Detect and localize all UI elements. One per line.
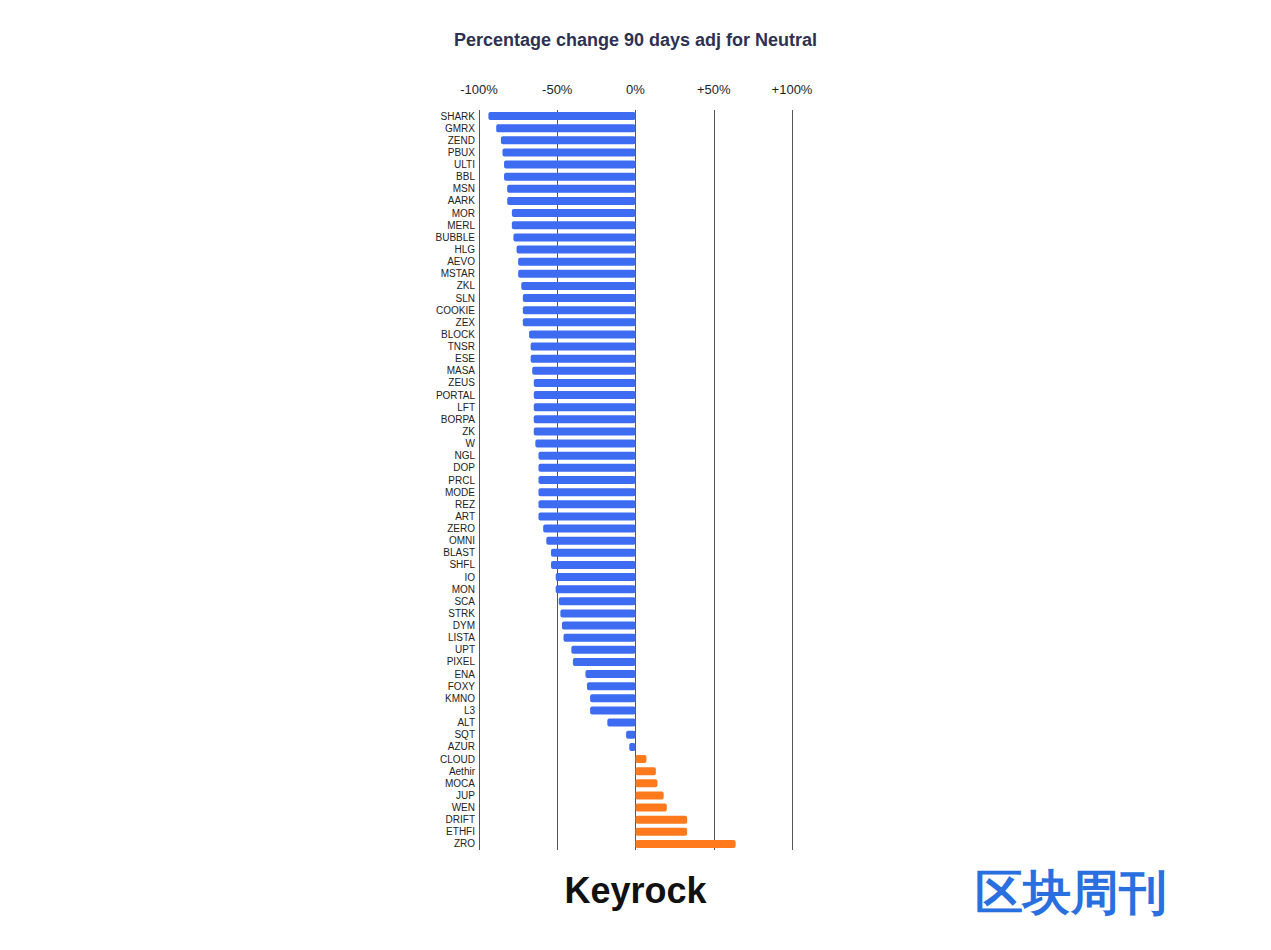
svg-text:BLAST: BLAST <box>443 547 475 558</box>
svg-text:AEVO: AEVO <box>447 256 475 267</box>
svg-text:PIXEL: PIXEL <box>447 656 476 667</box>
svg-text:LISTA: LISTA <box>448 632 475 643</box>
svg-text:+50%: +50% <box>697 82 731 97</box>
svg-text:SHARK: SHARK <box>441 111 476 122</box>
svg-text:BORPA: BORPA <box>441 414 476 425</box>
svg-text:SLN: SLN <box>456 293 475 304</box>
svg-text:ZRO: ZRO <box>454 838 475 849</box>
svg-text:区块周刊: 区块周刊 <box>975 866 1167 919</box>
svg-text:MON: MON <box>452 584 475 595</box>
svg-text:STRK: STRK <box>448 608 475 619</box>
svg-text:TNSR: TNSR <box>448 341 475 352</box>
svg-text:WEN: WEN <box>452 802 475 813</box>
svg-text:FOXY: FOXY <box>448 681 476 692</box>
svg-text:-50%: -50% <box>542 82 573 97</box>
svg-text:HLG: HLG <box>454 244 475 255</box>
svg-text:ZEND: ZEND <box>448 135 475 146</box>
svg-text:NGL: NGL <box>454 450 475 461</box>
svg-text:GMRX: GMRX <box>445 123 475 134</box>
svg-text:L3: L3 <box>464 705 476 716</box>
svg-text:REZ: REZ <box>455 499 475 510</box>
svg-text:ZERO: ZERO <box>447 523 475 534</box>
svg-text:MODE: MODE <box>445 487 475 498</box>
svg-text:UPT: UPT <box>455 644 475 655</box>
svg-text:BUBBLE: BUBBLE <box>436 232 476 243</box>
svg-text:ART: ART <box>455 511 475 522</box>
svg-text:SCA: SCA <box>454 596 475 607</box>
svg-text:COOKIE: COOKIE <box>436 305 475 316</box>
svg-text:0%: 0% <box>626 82 645 97</box>
svg-text:ZK: ZK <box>462 426 475 437</box>
svg-text:AARK: AARK <box>448 195 476 206</box>
svg-text:MOR: MOR <box>452 208 475 219</box>
svg-text:BBL: BBL <box>456 171 475 182</box>
svg-text:DOP: DOP <box>453 462 475 473</box>
svg-text:LFT: LFT <box>457 402 475 413</box>
svg-text:ZKL: ZKL <box>457 280 476 291</box>
svg-text:MASA: MASA <box>447 365 476 376</box>
svg-text:CLOUD: CLOUD <box>440 754 475 765</box>
svg-text:MOCA: MOCA <box>445 778 475 789</box>
svg-text:Aethir: Aethir <box>449 766 476 777</box>
svg-text:OMNI: OMNI <box>449 535 475 546</box>
svg-text:W: W <box>466 438 476 449</box>
svg-text:MSN: MSN <box>453 183 475 194</box>
svg-text:SQT: SQT <box>454 729 475 740</box>
svg-text:ETHFI: ETHFI <box>446 826 475 837</box>
svg-text:PRCL: PRCL <box>448 475 475 486</box>
svg-text:ZEX: ZEX <box>456 317 476 328</box>
svg-text:JUP: JUP <box>456 790 475 801</box>
svg-text:Keyrock: Keyrock <box>564 870 707 911</box>
svg-text:ENA: ENA <box>454 669 475 680</box>
svg-text:DRIFT: DRIFT <box>446 814 475 825</box>
svg-text:IO: IO <box>464 572 475 583</box>
svg-text:ALT: ALT <box>457 717 475 728</box>
svg-text:-100%: -100% <box>460 82 498 97</box>
svg-text:KMNO: KMNO <box>445 693 475 704</box>
svg-text:AZUR: AZUR <box>448 741 475 752</box>
svg-text:MSTAR: MSTAR <box>441 268 475 279</box>
svg-text:ZEUS: ZEUS <box>448 377 475 388</box>
svg-text:ESE: ESE <box>455 353 475 364</box>
svg-text:+100%: +100% <box>772 82 813 97</box>
svg-text:SHFL: SHFL <box>449 559 475 570</box>
svg-text:DYM: DYM <box>453 620 475 631</box>
svg-text:MERL: MERL <box>447 220 475 231</box>
svg-text:ULTI: ULTI <box>454 159 475 170</box>
svg-text:PORTAL: PORTAL <box>436 390 476 401</box>
svg-text:PBUX: PBUX <box>448 147 476 158</box>
svg-text:BLOCK: BLOCK <box>441 329 475 340</box>
svg-text:Percentage change 90 days adj: Percentage change 90 days adj for Neutra… <box>454 30 817 50</box>
